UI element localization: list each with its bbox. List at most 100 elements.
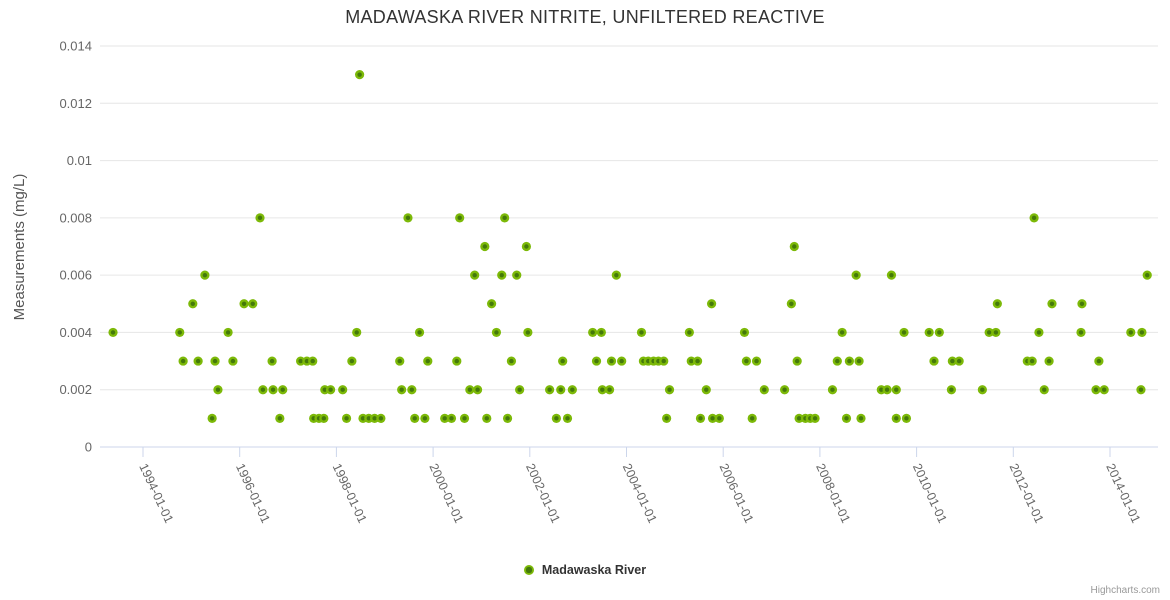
data-point[interactable]	[207, 413, 217, 423]
data-point[interactable]	[296, 356, 306, 366]
data-point[interactable]	[684, 327, 694, 338]
data-point[interactable]	[545, 385, 555, 395]
data-point[interactable]	[410, 413, 420, 423]
data-point[interactable]	[1034, 327, 1044, 338]
data-point[interactable]	[188, 299, 198, 309]
data-point[interactable]	[662, 413, 672, 423]
data-point[interactable]	[792, 356, 802, 366]
data-point[interactable]	[440, 413, 450, 423]
data-point[interactable]	[414, 327, 425, 338]
data-point[interactable]	[977, 385, 987, 395]
data-point[interactable]	[886, 270, 897, 280]
data-point[interactable]	[562, 413, 573, 423]
data-point[interactable]	[751, 356, 762, 366]
data-point[interactable]	[551, 413, 561, 423]
data-point[interactable]	[591, 356, 602, 366]
data-point[interactable]	[108, 327, 118, 338]
data-point[interactable]	[175, 327, 185, 338]
data-point[interactable]	[1126, 327, 1136, 338]
data-point[interactable]	[397, 385, 407, 395]
data-point[interactable]	[832, 356, 842, 366]
data-point[interactable]	[403, 213, 413, 223]
data-point[interactable]	[352, 327, 362, 338]
data-point[interactable]	[459, 413, 470, 423]
data-point[interactable]	[200, 270, 210, 280]
data-point[interactable]	[502, 413, 513, 423]
data-point[interactable]	[567, 385, 577, 395]
data-point[interactable]	[455, 213, 465, 223]
data-point[interactable]	[1077, 299, 1087, 309]
data-point[interactable]	[606, 356, 617, 366]
data-point[interactable]	[178, 356, 188, 366]
data-point[interactable]	[213, 385, 223, 395]
data-point[interactable]	[596, 327, 606, 338]
data-point[interactable]	[954, 356, 964, 366]
data-point[interactable]	[597, 385, 607, 395]
data-point[interactable]	[891, 413, 901, 423]
data-point[interactable]	[810, 413, 820, 423]
data-point[interactable]	[789, 241, 799, 252]
data-point[interactable]	[258, 385, 268, 395]
data-point[interactable]	[325, 385, 336, 395]
data-point[interactable]	[1091, 385, 1101, 395]
data-point[interactable]	[929, 356, 939, 366]
data-point[interactable]	[506, 356, 517, 366]
data-point[interactable]	[355, 70, 365, 80]
data-point[interactable]	[239, 299, 249, 309]
data-point[interactable]	[707, 413, 718, 423]
data-point[interactable]	[882, 385, 892, 395]
data-point[interactable]	[701, 385, 711, 395]
data-point[interactable]	[1039, 385, 1049, 395]
data-point[interactable]	[487, 299, 497, 309]
data-point[interactable]	[1029, 213, 1039, 223]
data-point[interactable]	[472, 385, 483, 395]
data-point[interactable]	[759, 385, 769, 395]
data-point[interactable]	[491, 327, 502, 338]
data-point[interactable]	[984, 327, 994, 338]
data-point[interactable]	[480, 241, 490, 252]
data-point[interactable]	[420, 413, 430, 423]
data-point[interactable]	[558, 356, 568, 366]
data-point[interactable]	[1076, 327, 1086, 338]
data-point[interactable]	[1094, 356, 1104, 366]
data-point[interactable]	[617, 356, 627, 366]
data-point[interactable]	[856, 413, 866, 423]
data-point[interactable]	[369, 413, 380, 423]
data-point[interactable]	[395, 356, 405, 366]
data-point[interactable]	[452, 356, 462, 366]
data-point[interactable]	[686, 356, 696, 366]
data-point[interactable]	[512, 270, 522, 280]
data-point[interactable]	[899, 327, 909, 338]
data-point[interactable]	[319, 413, 329, 423]
data-point[interactable]	[992, 299, 1002, 309]
data-point[interactable]	[780, 385, 790, 395]
data-point[interactable]	[515, 385, 525, 395]
data-point[interactable]	[946, 385, 957, 395]
data-point[interactable]	[934, 327, 944, 338]
data-point[interactable]	[308, 356, 318, 366]
data-point[interactable]	[991, 327, 1001, 338]
data-point[interactable]	[794, 413, 804, 423]
data-point[interactable]	[278, 385, 288, 395]
highcharts-credits-link[interactable]: Highcharts.com	[1090, 585, 1160, 596]
data-point[interactable]	[695, 413, 706, 423]
data-point[interactable]	[1044, 356, 1054, 366]
data-point[interactable]	[470, 270, 480, 280]
data-point[interactable]	[465, 385, 475, 395]
data-point[interactable]	[741, 356, 752, 366]
data-point[interactable]	[851, 270, 861, 280]
data-point[interactable]	[1137, 327, 1147, 338]
data-point[interactable]	[891, 385, 901, 395]
data-point[interactable]	[636, 327, 647, 338]
data-point[interactable]	[446, 413, 457, 423]
data-point[interactable]	[1099, 385, 1109, 395]
data-point[interactable]	[255, 213, 265, 223]
data-point[interactable]	[347, 356, 357, 366]
data-point[interactable]	[482, 413, 492, 423]
data-point[interactable]	[521, 241, 532, 252]
data-point[interactable]	[947, 356, 957, 366]
data-point[interactable]	[338, 385, 348, 395]
data-point[interactable]	[500, 213, 510, 223]
data-point[interactable]	[827, 385, 838, 395]
data-point[interactable]	[747, 413, 757, 423]
